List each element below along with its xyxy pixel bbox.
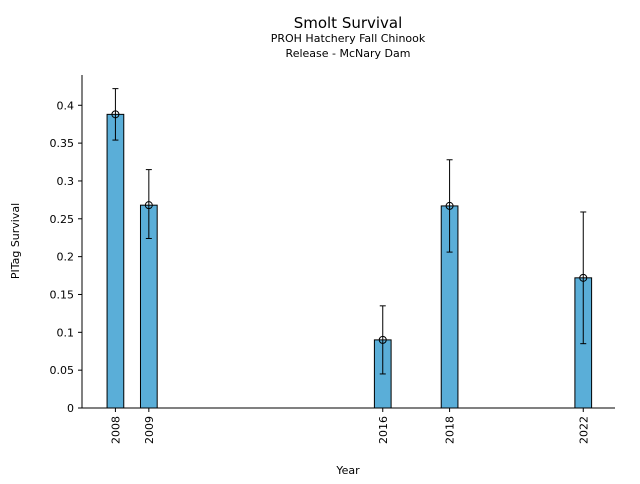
chart-subtitle-line-2: Release - McNary Dam — [286, 47, 411, 60]
y-axis-ticks: 0 0.05 0.1 0.15 0.2 0.25 0.3 0.35 0.4 — [50, 99, 82, 415]
chart-title: Smolt Survival — [294, 14, 403, 32]
y-axis-label: PITag Survival — [9, 203, 22, 279]
error-bars — [111, 88, 588, 375]
x-tick-label: 2022 — [577, 416, 590, 444]
x-axis-ticks: 2008 2009 2016 2018 2022 — [109, 408, 590, 444]
x-tick-label: 2016 — [377, 416, 390, 444]
point-marker — [378, 335, 387, 344]
y-tick-label: 0.1 — [57, 326, 75, 339]
y-tick-label: 0.4 — [57, 99, 75, 112]
point-marker — [579, 273, 588, 282]
y-tick-label: 0.05 — [50, 364, 75, 377]
x-tick-label: 2018 — [444, 416, 457, 444]
y-tick-label: 0.35 — [50, 137, 75, 150]
point-marker — [445, 201, 454, 210]
y-tick-label: 0.25 — [50, 213, 75, 226]
point-marker — [111, 110, 120, 119]
y-tick-label: 0.2 — [57, 251, 75, 264]
x-tick-label: 2008 — [109, 416, 122, 444]
chart-subtitle-line-1: PROH Hatchery Fall Chinook — [271, 32, 426, 45]
y-tick-label: 0.15 — [50, 288, 75, 301]
x-tick-label: 2009 — [143, 416, 156, 444]
bar — [106, 113, 125, 409]
bar-series — [106, 113, 593, 409]
point-marker — [144, 201, 153, 210]
y-tick-label: 0.3 — [57, 175, 75, 188]
x-axis-label: Year — [335, 464, 360, 477]
y-tick-label: 0 — [67, 402, 74, 415]
